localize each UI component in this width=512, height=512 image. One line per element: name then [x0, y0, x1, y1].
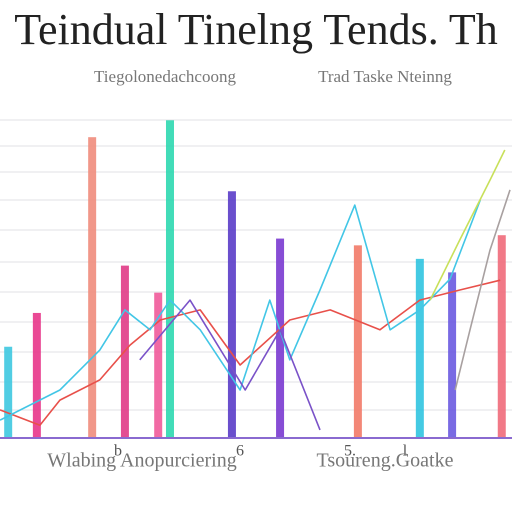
- line: [454, 189, 511, 391]
- axis-label: Wlabing Anopurciering: [47, 450, 236, 472]
- grid: [0, 119, 512, 411]
- x-label: 5.: [344, 443, 356, 460]
- bar: [497, 235, 506, 438]
- line: [429, 149, 506, 301]
- line: [139, 299, 321, 431]
- x-label: 6: [236, 443, 244, 460]
- line: [0, 199, 482, 421]
- bar: [32, 312, 41, 438]
- bar: [448, 272, 457, 438]
- x-label: l: [403, 443, 408, 460]
- bar: [227, 191, 236, 438]
- bar: [165, 120, 174, 438]
- bar: [415, 258, 424, 438]
- bar: [154, 292, 163, 438]
- x-label: b: [114, 443, 122, 460]
- bar: [88, 137, 97, 438]
- bar: [353, 245, 362, 438]
- chart-title: Teindual Tinelng Tends. Th: [14, 5, 498, 54]
- bar: [4, 346, 13, 438]
- line: [0, 279, 501, 426]
- subtitle: Trad Taske Nteinng: [318, 67, 452, 86]
- subtitle: Tiegolonedachcoong: [94, 67, 236, 86]
- plot-area: [0, 120, 511, 438]
- axis-label: Tsoureng.Goatke: [317, 450, 454, 472]
- bar: [276, 238, 285, 438]
